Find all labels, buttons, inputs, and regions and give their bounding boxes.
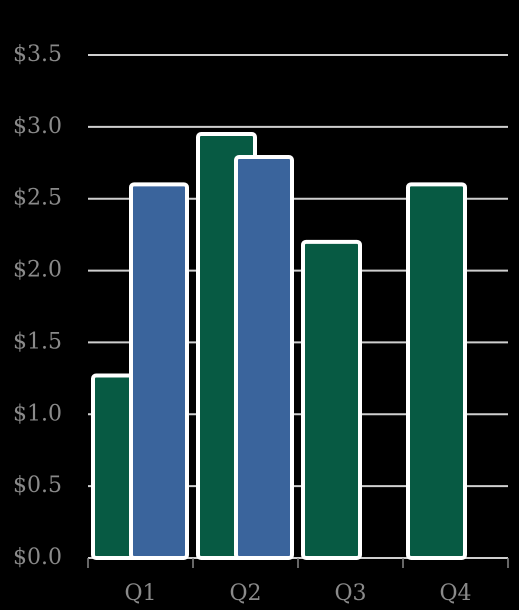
x-tick-label: Q1 [124,581,156,606]
x-tick-label: Q3 [334,581,366,606]
y-tick-label: $2.0 [13,258,62,283]
x-tick-label: Q2 [229,581,261,606]
bar [301,239,362,560]
y-tick-label: $3.5 [13,42,62,67]
x-tick-label: Q4 [439,581,471,606]
bar [129,182,189,560]
y-tick-label: $3.0 [13,114,62,139]
y-tick-label: $0.0 [13,545,62,570]
bar [406,182,467,560]
y-tick-label: $1.0 [13,401,62,426]
y-tick-label: $1.5 [13,329,62,354]
bar [234,155,294,560]
y-tick-label: $2.5 [13,186,62,211]
y-tick-label: $0.5 [13,473,62,498]
